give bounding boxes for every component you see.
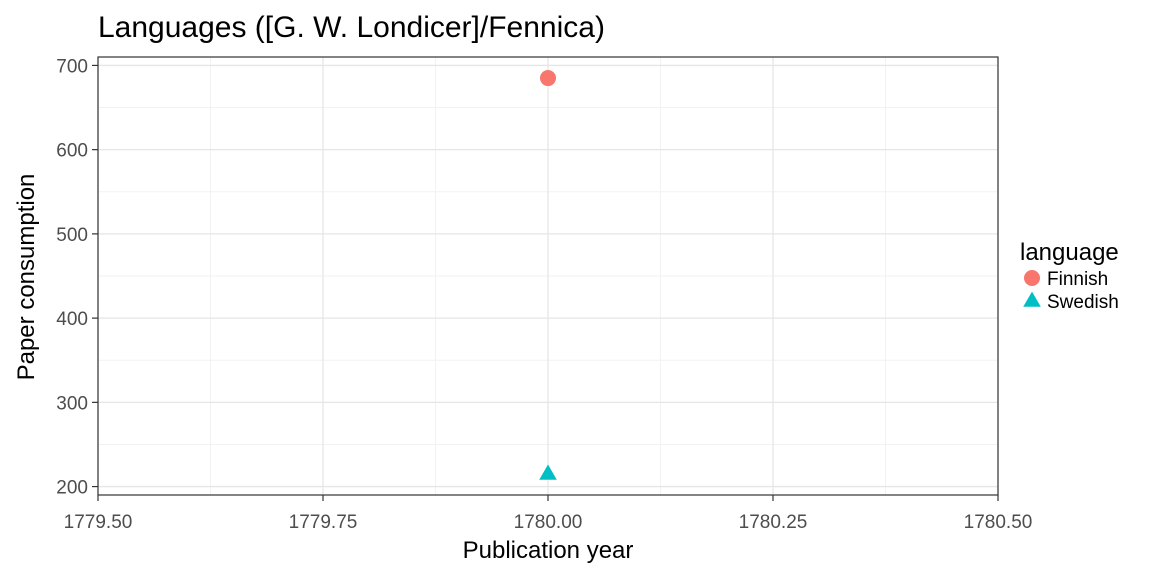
y-tick-label: 600 <box>56 141 88 162</box>
y-tick-label: 200 <box>56 478 88 499</box>
data-points <box>539 70 557 480</box>
y-tick-label: 400 <box>56 309 88 330</box>
y-tick-label: 700 <box>56 56 88 77</box>
legend-label-finnish: Finnish <box>1047 269 1108 290</box>
swedish-data-point <box>539 464 557 480</box>
legend-key-finnish <box>1024 270 1040 286</box>
y-tick-label: 500 <box>56 225 88 246</box>
legend-title: language <box>1020 239 1119 266</box>
legend-key-swedish <box>1023 291 1041 307</box>
axes: 1779.50 1779.75 1780.00 1780.25 1780.50 200 30… <box>56 56 1032 533</box>
x-tick-label: 1780.50 <box>964 512 1033 533</box>
x-tick-label: 1780.00 <box>514 512 583 533</box>
y-axis-title: Paper consumption <box>13 174 40 381</box>
y-tick-label: 300 <box>56 393 88 414</box>
grid-lines <box>97 57 999 495</box>
chart-title: Languages ([G. W. Londicer]/Fennica) <box>98 11 605 44</box>
x-tick-label: 1779.50 <box>64 512 133 533</box>
legend-label-swedish: Swedish <box>1047 292 1119 313</box>
x-axis-title: Publication year <box>463 537 634 564</box>
finnish-data-point <box>540 70 556 87</box>
x-tick-label: 1779.75 <box>289 512 358 533</box>
x-tick-label: 1780.25 <box>739 512 808 533</box>
